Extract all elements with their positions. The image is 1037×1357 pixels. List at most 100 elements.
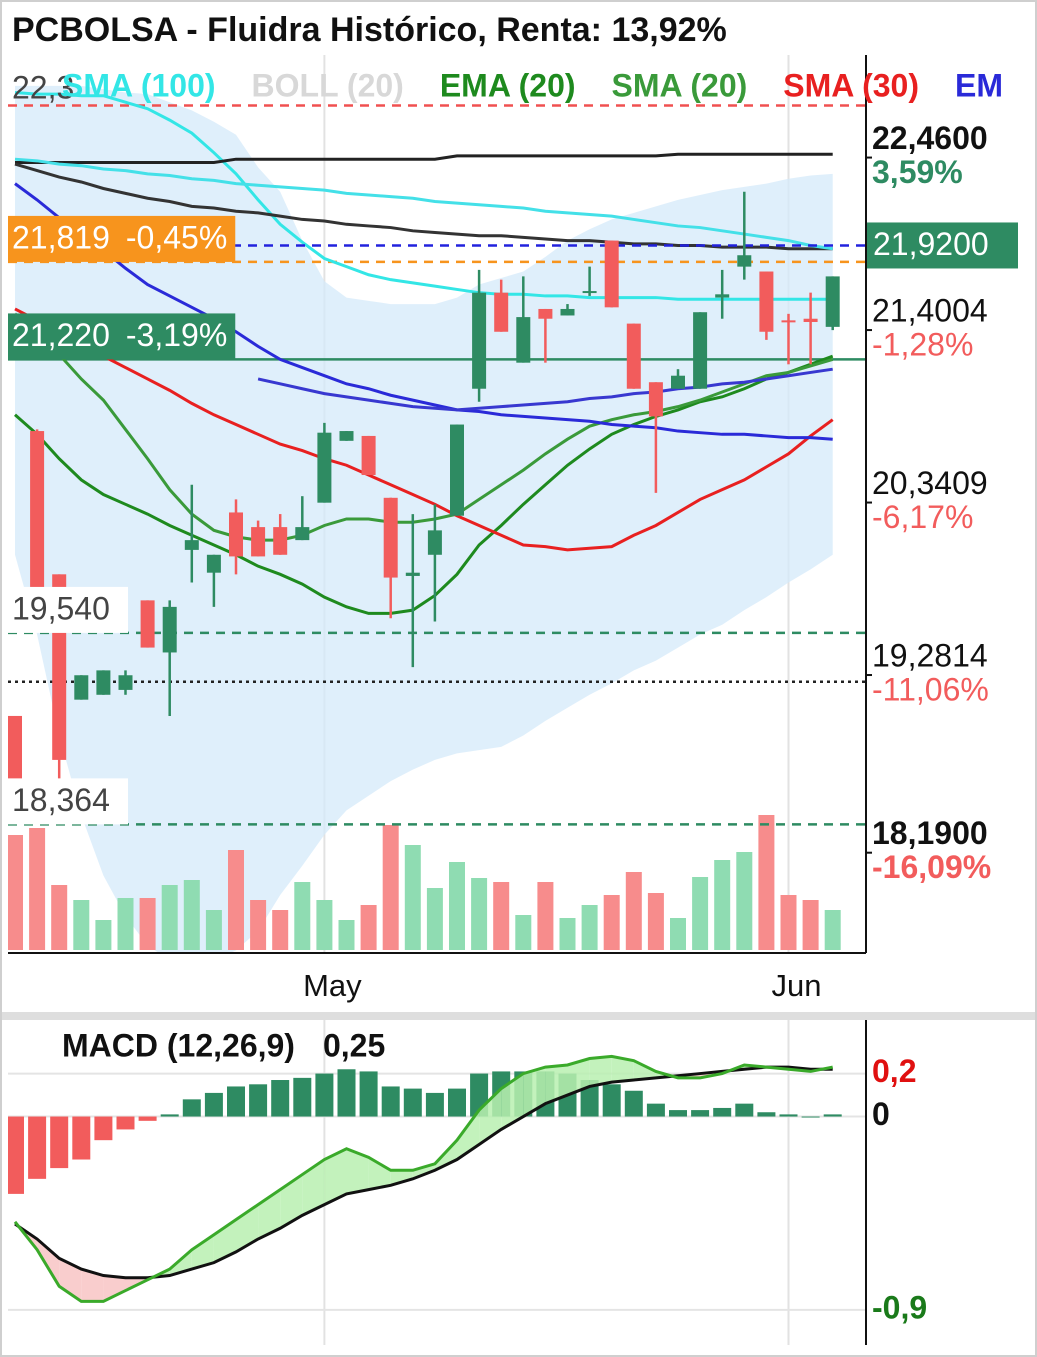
- histogram-bar: [425, 1092, 444, 1117]
- legend-item: SMA (30): [783, 67, 919, 103]
- histogram-bar: [735, 1103, 754, 1117]
- volume-bar: [670, 918, 686, 950]
- volume-bar: [780, 895, 797, 950]
- level-change: -0,45%: [126, 219, 227, 255]
- macd-line: [13, 1054, 833, 1303]
- level-label: 19,540: [8, 586, 128, 633]
- candle-body: [317, 432, 332, 503]
- candle-body: [30, 431, 45, 616]
- histogram-bar: [669, 1110, 687, 1117]
- macd-fill: [567, 1058, 590, 1096]
- candle-body: [494, 292, 509, 332]
- macd-fill: [81, 1269, 104, 1302]
- volume-bar: [205, 910, 222, 950]
- macd-fill: [368, 1157, 391, 1190]
- y-tick-label: 22,4600: [872, 120, 988, 156]
- candle-body: [162, 606, 177, 653]
- level-label: 21,220 -3,19%: [8, 313, 236, 360]
- candle-body: [450, 424, 464, 516]
- candle-body: [427, 530, 442, 555]
- histogram-bar: [182, 1099, 201, 1117]
- macd-fill: [611, 1056, 634, 1083]
- macd-fill: [59, 1258, 82, 1302]
- volume-bar: [95, 920, 112, 950]
- volume-bar: [183, 880, 200, 950]
- histogram-bar: [271, 1080, 290, 1117]
- macd-fill: [213, 1219, 236, 1263]
- legend-item: SMA (100): [62, 67, 216, 103]
- histogram-bar: [448, 1088, 466, 1117]
- histogram-bar: [779, 1114, 798, 1117]
- macd-value: 0,25: [323, 1027, 385, 1063]
- volume-bar: [338, 920, 355, 950]
- histogram-bar: [50, 1116, 69, 1169]
- candle-body: [648, 382, 663, 417]
- histogram-bar: [94, 1116, 113, 1141]
- price-box: [867, 222, 1018, 269]
- candle-body: [737, 255, 752, 267]
- price-plot: [8, 55, 866, 952]
- volume-bar: [581, 905, 598, 950]
- legend-item: EMA (20): [440, 67, 576, 103]
- histogram-bar: [315, 1073, 334, 1117]
- candle-body: [229, 512, 243, 557]
- candle-body: [803, 318, 818, 322]
- candle-body: [96, 670, 111, 695]
- macd-fill: [191, 1234, 214, 1270]
- histogram-bar: [204, 1092, 223, 1117]
- volume-bar: [802, 900, 819, 950]
- level-label-box: [8, 586, 128, 633]
- indicator-line: [14, 354, 834, 615]
- macd-fill: [302, 1159, 325, 1216]
- level-value: 21,220: [12, 317, 110, 353]
- volume-bar: [316, 900, 333, 950]
- histogram-bar: [72, 1116, 91, 1160]
- indicator-line: [14, 90, 833, 301]
- candle-body: [626, 323, 641, 389]
- histogram-bar: [293, 1077, 312, 1117]
- macd-plot: [8, 1020, 866, 1345]
- y-tick-change: -11,06%: [872, 671, 989, 707]
- volume-bar: [272, 910, 289, 950]
- candle-body: [759, 271, 774, 332]
- macd-fill: [523, 1067, 546, 1117]
- bollinger-band: [15, 85, 833, 952]
- candle-body: [140, 600, 155, 648]
- volume-bar: [8, 835, 23, 950]
- date-strip: [8, 955, 1030, 1013]
- level-value: 22,3: [12, 69, 74, 105]
- candle-body: [604, 240, 619, 308]
- macd-fill: [479, 1088, 502, 1145]
- histogram-bar: [602, 1084, 621, 1117]
- volume-bar: [692, 877, 709, 950]
- y-tick-label: 19,2814: [872, 637, 988, 673]
- histogram-bar: [359, 1071, 378, 1117]
- indicator-line: [14, 157, 833, 251]
- candle-body: [273, 527, 288, 555]
- price-label: 21,9200: [873, 226, 989, 262]
- y-tick-label: 18,1900: [872, 815, 988, 851]
- y-tick-label: 20,3409: [872, 465, 988, 501]
- y-tick-change: 3,59%: [872, 154, 963, 190]
- chart-title: PCBOLSA - Fluidra Histórico, Renta: 13,9…: [12, 11, 727, 49]
- macd-fill: [346, 1148, 369, 1194]
- volume-bar: [360, 905, 377, 950]
- level-change: -3,19%: [126, 317, 227, 353]
- candle-body: [781, 320, 796, 323]
- macd-fill: [103, 1275, 126, 1302]
- macd-fill: [412, 1163, 435, 1179]
- volume-bar: [625, 872, 642, 950]
- macd-fill: [390, 1170, 413, 1186]
- histogram-bar: [381, 1086, 400, 1117]
- histogram-bar: [160, 1114, 179, 1117]
- volume-bar: [493, 882, 510, 950]
- volume-bar: [228, 850, 244, 950]
- level-label: 18,364: [8, 778, 128, 825]
- candle-body: [693, 312, 708, 389]
- volume-bar: [515, 915, 532, 950]
- indicator-line: [257, 367, 833, 412]
- volume-bar: [382, 825, 399, 950]
- macd-title: MACD (12,26,9): [62, 1027, 295, 1063]
- volume-bar: [117, 898, 134, 950]
